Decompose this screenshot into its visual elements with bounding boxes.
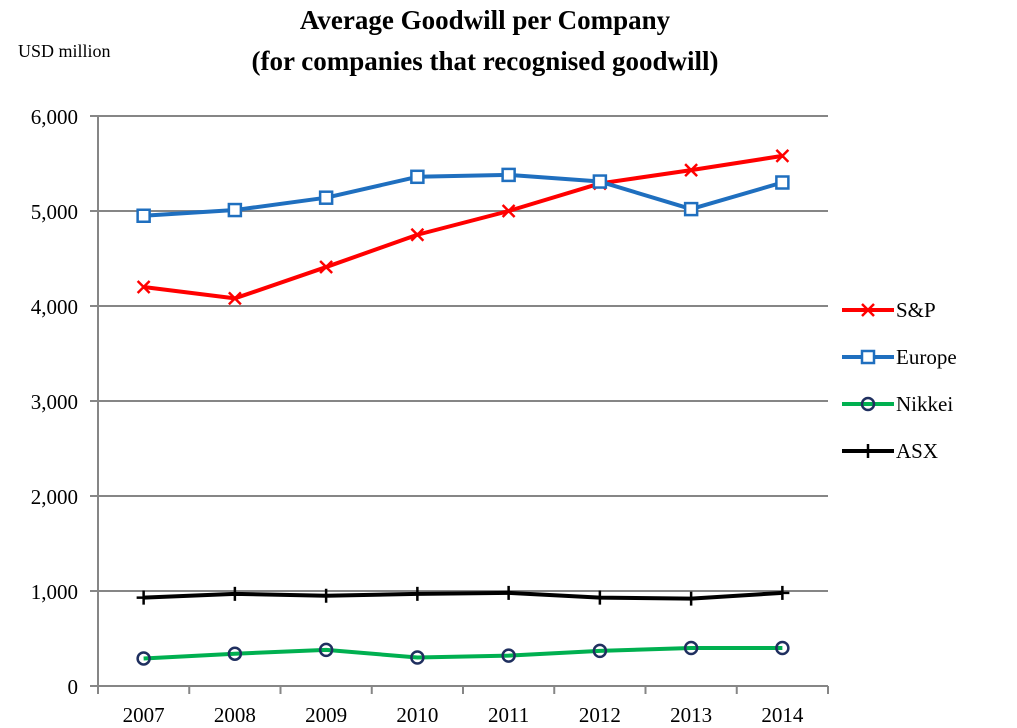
- series-line: [143, 172, 783, 218]
- data-point: [318, 190, 334, 205]
- data-point: [775, 640, 790, 656]
- data-point: [410, 650, 425, 665]
- data-point: [592, 174, 608, 189]
- series-asx: [136, 585, 790, 606]
- data-point: [319, 588, 334, 603]
- axes: [90, 115, 829, 694]
- data-point: [775, 175, 790, 190]
- x-tick-label: 2013: [670, 703, 712, 727]
- x-tick-label: 2008: [214, 703, 256, 727]
- data-point: [683, 201, 699, 217]
- series-line: [143, 590, 783, 601]
- legend-marker: [861, 444, 875, 458]
- x-tick-label: 2009: [305, 703, 347, 727]
- data-point: [319, 260, 334, 274]
- data-point: [318, 642, 334, 658]
- series-line: [143, 646, 783, 661]
- legend-marker: [860, 349, 876, 365]
- y-tick-label: 2,000: [31, 485, 78, 509]
- x-tick-label: 2010: [396, 703, 438, 727]
- series-europe: [136, 167, 790, 223]
- legend-item: Nikkei: [842, 392, 953, 416]
- legend-label: S&P: [896, 298, 936, 322]
- legend: S&P Europe Nikkei ASX: [842, 298, 957, 463]
- legend-marker: [860, 396, 876, 412]
- series-s-p: [136, 149, 790, 306]
- x-tick-label: 2011: [488, 703, 529, 727]
- data-point: [136, 280, 151, 294]
- grid-lines: [98, 115, 828, 592]
- data-point: [775, 149, 790, 163]
- data-point: [410, 227, 425, 242]
- x-tick-label: 2007: [123, 703, 165, 727]
- data-point: [501, 167, 516, 183]
- chart-title-line-1: Average Goodwill per Company: [300, 5, 671, 35]
- y-tick-label: 4,000: [31, 295, 78, 319]
- data-point: [227, 202, 243, 218]
- legend-item: ASX: [842, 439, 938, 463]
- data-point: [410, 586, 425, 601]
- y-axis-unit-label: USD million: [18, 41, 111, 61]
- y-tick-label: 6,000: [31, 105, 78, 129]
- legend-item: Europe: [842, 345, 957, 369]
- legend-label: ASX: [896, 439, 938, 463]
- data-point: [592, 590, 607, 605]
- legend-item: S&P: [842, 298, 936, 322]
- data-point: [775, 585, 790, 600]
- data-point: [136, 590, 151, 605]
- series-lines: [136, 149, 790, 666]
- data-point: [684, 163, 699, 178]
- legend-label: Europe: [896, 345, 957, 369]
- legend-marker: [861, 303, 875, 317]
- y-tick-labels: 0 1,000 2,000 3,000 4,000 5,000 6,000: [31, 105, 78, 699]
- series-line: [143, 153, 783, 301]
- x-tick-label: 2012: [579, 703, 621, 727]
- data-point: [684, 591, 699, 606]
- y-tick-label: 3,000: [31, 390, 78, 414]
- series-nikkei: [136, 640, 790, 666]
- data-point: [410, 169, 425, 185]
- legend-label: Nikkei: [896, 392, 953, 416]
- data-point: [227, 291, 242, 306]
- data-point: [683, 640, 699, 656]
- y-tick-label: 0: [68, 675, 79, 699]
- data-point: [592, 643, 608, 659]
- x-tick-label: 2014: [761, 703, 804, 727]
- data-point: [136, 208, 151, 223]
- data-point: [227, 646, 243, 661]
- data-point: [136, 651, 151, 666]
- data-point: [501, 204, 516, 218]
- y-tick-label: 5,000: [31, 200, 78, 224]
- y-tick-label: 1,000: [31, 580, 78, 604]
- data-point: [501, 648, 516, 663]
- x-tick-labels: 2007 2008 2009 2010 2011 2012 2013 2014: [123, 703, 804, 727]
- data-point: [501, 585, 516, 600]
- data-point: [227, 586, 242, 601]
- chart-title-line-2: (for companies that recognised goodwill): [252, 46, 719, 76]
